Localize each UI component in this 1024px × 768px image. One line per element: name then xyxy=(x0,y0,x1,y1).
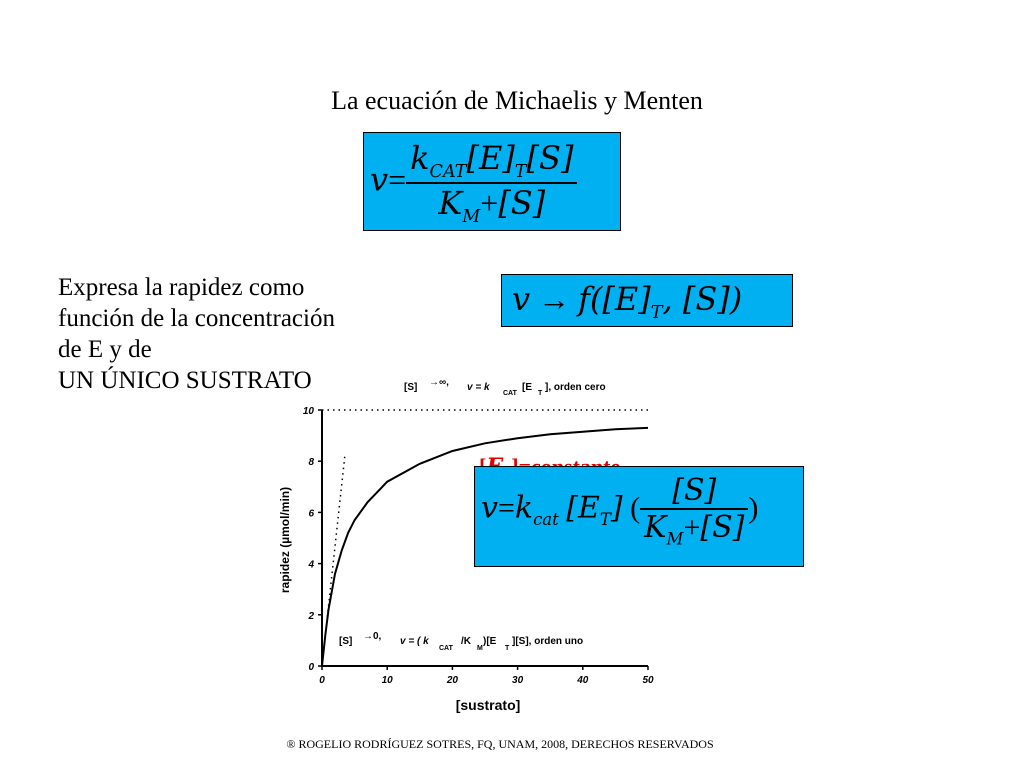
tick-labels: 0 10 20 30 40 50 0 2 4 6 8 10 xyxy=(303,406,654,686)
y-tick-label: 8 xyxy=(308,457,314,468)
y-tick-label: 2 xyxy=(307,611,314,622)
initial-slope-line xyxy=(321,455,346,667)
saturation-curve-chart: [S] →∞, v = k CAT [E T ], orden cero 0 10… xyxy=(278,377,654,713)
y-tick-label: 6 xyxy=(308,508,314,519)
svg-text:T: T xyxy=(538,390,543,397)
equation-fraction: kCAT[E]T[S] KM+[S] xyxy=(406,139,578,227)
y-tick-label: 10 xyxy=(303,406,315,417)
y-tick-label: 4 xyxy=(307,560,314,571)
x-tick-label: 0 xyxy=(319,675,325,686)
svg-text:v = ( k: v = ( k xyxy=(400,636,429,647)
constant-equation-fraction: [S] KM+[S] xyxy=(640,473,749,548)
x-tick-label: 20 xyxy=(446,675,459,686)
svg-text:T: T xyxy=(505,645,510,652)
equation-numerator: kCAT[E]T[S] xyxy=(410,139,574,182)
x-axis-label: [sustrato] xyxy=(456,697,521,713)
svg-text:→0,: →0, xyxy=(363,631,382,642)
x-tick-label: 30 xyxy=(512,675,524,686)
equals-sign: = xyxy=(388,161,407,198)
arrow-symbol: → xyxy=(538,281,571,317)
svg-text:[E: [E xyxy=(522,382,532,393)
y-tick-label: 0 xyxy=(308,662,314,673)
slide-title: La ecuación de Michaelis y Menten xyxy=(331,86,703,115)
rate-function-box: v → f([E]T, [S]) xyxy=(501,274,793,327)
saturation-curve xyxy=(321,426,649,667)
y-axis-label: rapidez (µmol/min) xyxy=(278,487,292,593)
michaelis-menten-equation-box: v= kCAT[E]T[S] KM+[S] xyxy=(363,132,621,231)
svg-text:][S], orden uno: ][S], orden uno xyxy=(512,636,583,647)
annotation-first-order: [S] →0, v = ( k CAT /K M )[E T ][S], ord… xyxy=(339,631,583,652)
axis-ticks xyxy=(318,409,649,670)
svg-text:M: M xyxy=(477,645,483,652)
copyright-footer: ® ROGELIO RODRÍGUEZ SOTRES, FQ, UNAM, 20… xyxy=(286,737,714,751)
velocity-symbol: v xyxy=(370,160,389,199)
svg-text:→∞,: →∞, xyxy=(429,377,449,388)
x-tick-label: 50 xyxy=(642,675,654,686)
x-tick-label: 10 xyxy=(382,675,394,686)
svg-text:CAT: CAT xyxy=(503,390,518,397)
svg-text:[S]: [S] xyxy=(404,382,417,393)
equation-denominator: KM+[S] xyxy=(406,181,578,227)
constant-et-equation-box: v=kcat [ET] ( [S] KM+[S] ) xyxy=(474,466,804,567)
svg-text:)[E: )[E xyxy=(483,636,497,647)
svg-text:[S]: [S] xyxy=(339,636,352,647)
annotation-zero-order: [S] →∞, v = k CAT [E T ], orden cero xyxy=(404,377,606,397)
svg-text:v = k: v = k xyxy=(467,382,490,393)
x-tick-label: 40 xyxy=(576,675,589,686)
description-text: Expresa la rapidez como función de la co… xyxy=(58,274,335,394)
svg-text:], orden cero: ], orden cero xyxy=(545,382,606,393)
svg-text:/K: /K xyxy=(461,636,472,647)
svg-text:CAT: CAT xyxy=(439,645,454,652)
